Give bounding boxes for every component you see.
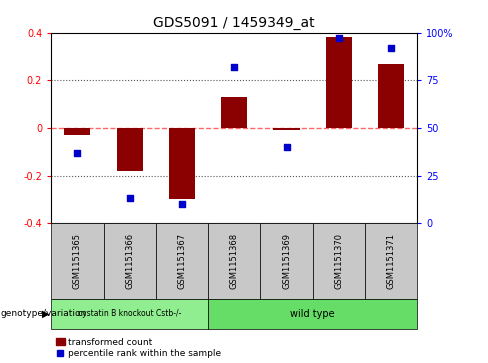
Text: GSM1151367: GSM1151367 <box>178 233 186 289</box>
Title: GDS5091 / 1459349_at: GDS5091 / 1459349_at <box>153 16 315 30</box>
Text: GSM1151366: GSM1151366 <box>125 233 134 289</box>
Bar <box>156 223 208 299</box>
Bar <box>117 128 142 171</box>
Bar <box>208 223 261 299</box>
Bar <box>313 223 365 299</box>
Point <box>283 144 290 150</box>
Bar <box>64 128 90 135</box>
Bar <box>365 223 417 299</box>
Point <box>335 36 343 41</box>
Point <box>74 150 81 156</box>
Bar <box>51 299 208 329</box>
Text: GSM1151365: GSM1151365 <box>73 233 82 289</box>
Text: GSM1151368: GSM1151368 <box>230 233 239 289</box>
Bar <box>261 223 313 299</box>
Bar <box>169 128 195 199</box>
Bar <box>51 223 103 299</box>
Bar <box>208 299 417 329</box>
Text: GSM1151370: GSM1151370 <box>334 233 344 289</box>
Text: genotype/variation: genotype/variation <box>1 310 87 318</box>
Point <box>387 45 395 51</box>
Text: ▶: ▶ <box>41 309 49 319</box>
Text: wild type: wild type <box>290 309 335 319</box>
Point <box>178 201 186 207</box>
Text: GSM1151371: GSM1151371 <box>386 233 396 289</box>
Point <box>230 64 238 70</box>
Bar <box>103 223 156 299</box>
Bar <box>273 128 300 130</box>
Point <box>126 196 134 201</box>
Bar <box>221 97 247 128</box>
Legend: transformed count, percentile rank within the sample: transformed count, percentile rank withi… <box>56 338 222 359</box>
Bar <box>326 37 352 128</box>
Bar <box>378 64 404 128</box>
Text: GSM1151369: GSM1151369 <box>282 233 291 289</box>
Text: cystatin B knockout Cstb-/-: cystatin B knockout Cstb-/- <box>78 310 182 318</box>
